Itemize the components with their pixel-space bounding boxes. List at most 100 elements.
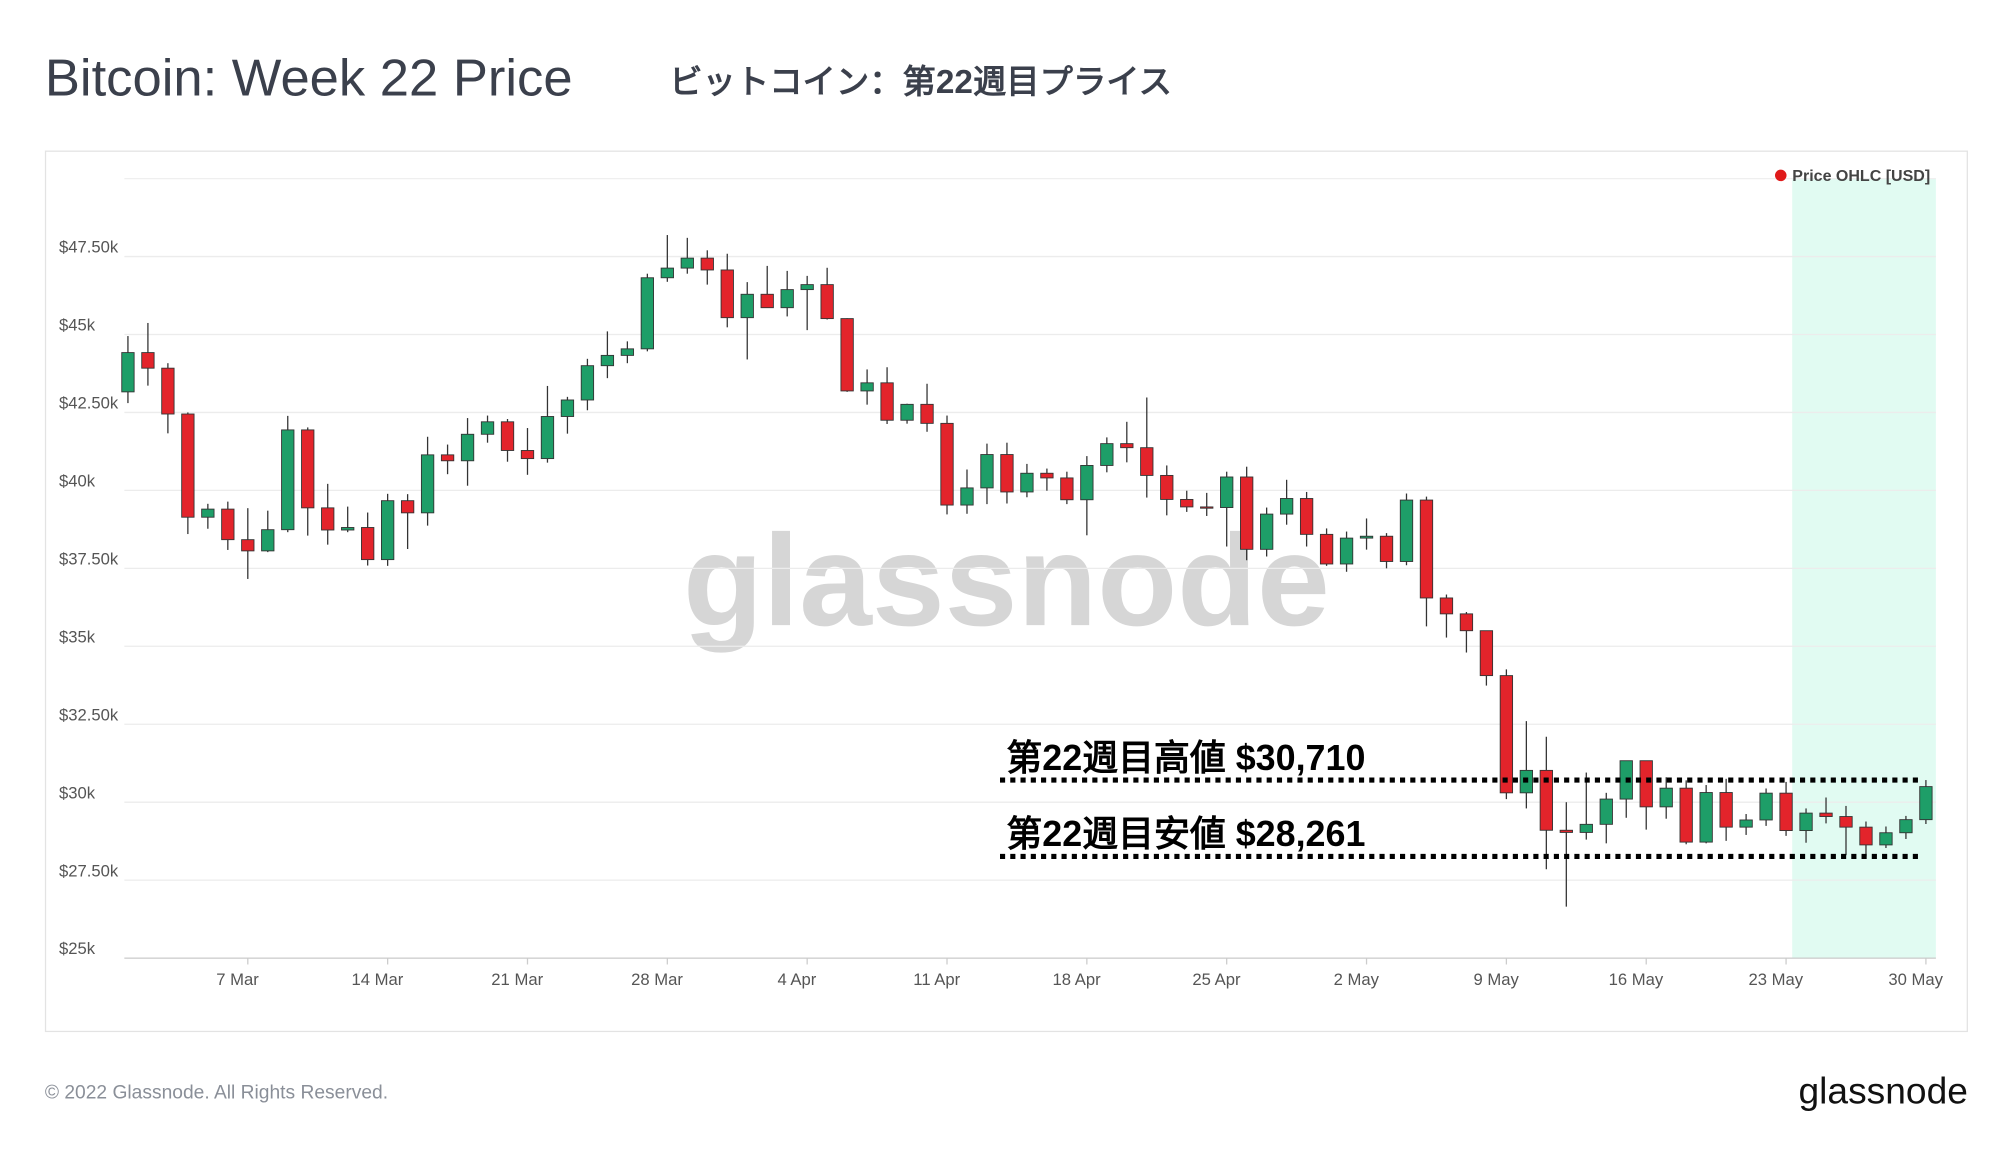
- x-tick-label: 11 Apr: [913, 970, 960, 989]
- candle-body: [460, 433, 475, 462]
- x-tick-label: 18 Apr: [1053, 970, 1102, 989]
- y-tick-label: $40k: [59, 472, 96, 491]
- x-tick-label: 28 Mar: [631, 970, 683, 989]
- candle-body: [720, 269, 734, 319]
- candle-body: [1919, 786, 1933, 821]
- y-tick-label: $30k: [59, 783, 96, 802]
- y-tick-label: $25k: [59, 939, 96, 958]
- candle-body: [181, 413, 195, 518]
- candle-body: [1319, 533, 1334, 565]
- candle-body: [820, 284, 834, 320]
- candle-body: [1160, 474, 1174, 500]
- x-tick-label: 23 May: [1749, 970, 1804, 989]
- candle-body: [520, 450, 535, 460]
- candle-body: [1180, 498, 1194, 508]
- candle-body: [660, 267, 674, 279]
- title: Bitcoin: Week 22 Price: [45, 50, 573, 108]
- candle-body: [1100, 443, 1114, 466]
- x-tick-label: 14 Mar: [351, 970, 403, 989]
- candle-body: [1559, 829, 1573, 833]
- x-tick-label: 25 Apr: [1192, 970, 1241, 989]
- candle-body: [540, 416, 555, 460]
- candle-body: [141, 352, 155, 369]
- candle-body: [1000, 454, 1014, 493]
- annotation-label: 第22週目安値 $28,261: [1006, 814, 1365, 854]
- candle-body: [1299, 498, 1314, 535]
- candle-body: [1739, 819, 1753, 828]
- candle-body: [480, 421, 495, 435]
- candle-body: [800, 284, 814, 291]
- legend-marker: [1775, 169, 1787, 182]
- candle-body: [1579, 823, 1593, 833]
- candle-body: [341, 527, 355, 531]
- x-tick-label: 9 May: [1473, 970, 1519, 989]
- x-tick-label: 4 Apr: [777, 970, 816, 989]
- candle-body: [680, 257, 694, 269]
- candle-body: [121, 352, 135, 393]
- candle-body: [1220, 476, 1234, 508]
- annotation-label: 第22週目高値 $30,710: [1006, 738, 1365, 778]
- candle-body: [640, 277, 654, 350]
- candle-body: [1839, 816, 1853, 828]
- candle-body: [1499, 675, 1514, 794]
- candle-body: [960, 487, 974, 506]
- candle-body: [1419, 499, 1434, 599]
- candle-body: [1339, 537, 1354, 565]
- candle-body: [1240, 476, 1254, 550]
- candle-body: [161, 367, 175, 415]
- candle-body: [1040, 472, 1054, 479]
- candle-body: [361, 527, 375, 561]
- candle-body: [1859, 826, 1873, 846]
- candle-body: [241, 539, 255, 552]
- y-tick-label: $47.50k: [59, 238, 119, 257]
- candle-body: [1020, 472, 1034, 493]
- candle-body: [1379, 535, 1394, 562]
- candle-body: [1899, 819, 1913, 834]
- candle-body: [1879, 832, 1893, 846]
- candle-body: [301, 429, 315, 509]
- chart-frame: [44, 150, 1968, 1033]
- candle-body: [1639, 760, 1653, 808]
- candle-body: [1479, 630, 1494, 677]
- candle-body: [281, 429, 295, 531]
- candle-body: [860, 382, 874, 392]
- candle-body: [440, 454, 455, 462]
- candle-body: [1679, 787, 1693, 843]
- x-tick-label: 30 May: [1888, 970, 1943, 989]
- y-tick-label: $37.50k: [59, 550, 119, 569]
- candle-body: [1719, 792, 1733, 828]
- candle-body: [1599, 798, 1613, 825]
- candle-body: [261, 529, 275, 552]
- y-tick-label: $45k: [59, 316, 96, 335]
- candle-body: [1399, 499, 1414, 562]
- legend-label: Price OHLC [USD]: [1792, 168, 1930, 185]
- candle-body: [1080, 465, 1094, 501]
- candle-body: [420, 454, 435, 514]
- footer: © 2022 Glassnode. All Rights Reserved.: [45, 1082, 388, 1103]
- candle-body: [221, 508, 235, 541]
- x-tick-label: 2 May: [1334, 970, 1380, 989]
- candle-body: [1060, 477, 1074, 501]
- candle-body: [1799, 812, 1813, 832]
- candle-body: [1359, 535, 1374, 539]
- candle-body: [840, 318, 854, 392]
- candle-body: [201, 508, 215, 518]
- y-tick-label: $27.50k: [59, 861, 119, 880]
- x-tick-label: 7 Mar: [216, 970, 259, 989]
- y-tick-label: $42.50k: [59, 394, 119, 413]
- candle-body: [1140, 447, 1154, 476]
- candle-body: [1200, 506, 1214, 509]
- candle-body: [1659, 787, 1673, 808]
- candle-body: [780, 289, 794, 309]
- candle-body: [321, 507, 335, 531]
- logo: glassnode: [1798, 1070, 1967, 1112]
- candle-body: [920, 403, 934, 424]
- candle-body: [580, 365, 595, 401]
- candle-body: [700, 257, 714, 271]
- candle-body: [560, 399, 575, 417]
- candle-body: [980, 454, 994, 489]
- candle-body: [1779, 792, 1793, 832]
